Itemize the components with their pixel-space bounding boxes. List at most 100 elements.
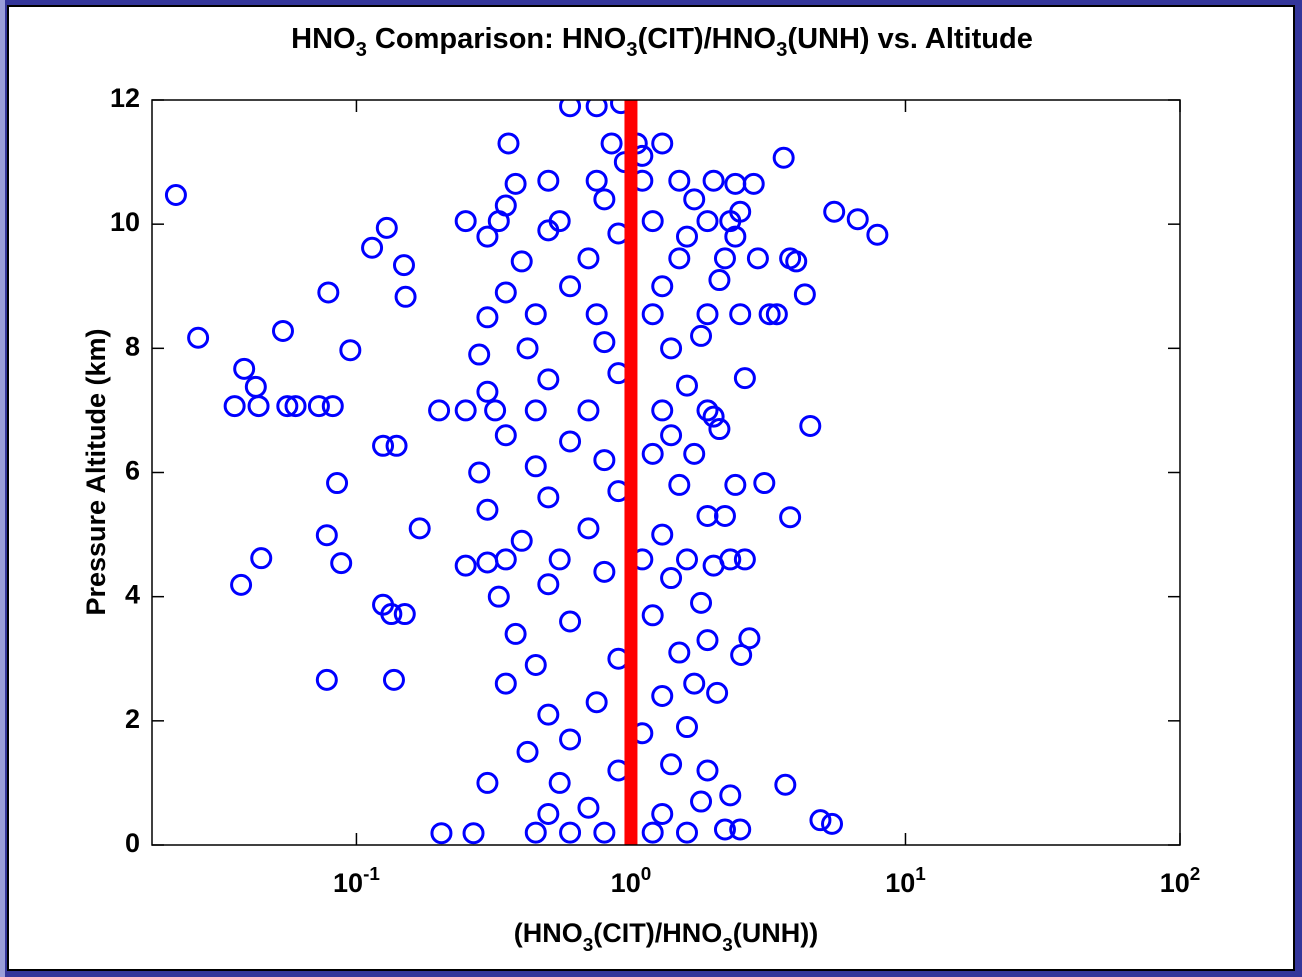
scatter-point bbox=[497, 132, 520, 155]
scatter-point bbox=[577, 796, 600, 819]
scatter-point bbox=[233, 357, 256, 380]
scatter-point bbox=[660, 337, 683, 360]
scatter-point bbox=[600, 132, 623, 155]
y-tick-label: 6 bbox=[125, 456, 140, 486]
y-tick-label: 8 bbox=[125, 331, 140, 361]
scatter-point bbox=[504, 172, 527, 195]
scatter-point bbox=[468, 461, 491, 484]
scatter-point bbox=[537, 169, 560, 192]
scatter-point bbox=[779, 506, 802, 529]
scatter-point bbox=[765, 303, 788, 326]
plot-area bbox=[152, 100, 1180, 845]
scatter-point bbox=[516, 337, 539, 360]
scatter-point bbox=[494, 548, 517, 571]
scatter-point bbox=[559, 275, 582, 298]
scatter-point bbox=[559, 821, 582, 844]
scatter-point bbox=[271, 319, 294, 342]
plot-marks bbox=[164, 100, 889, 845]
scatter-point bbox=[315, 668, 338, 691]
scatter-point bbox=[772, 146, 795, 169]
scatter-point bbox=[733, 367, 756, 390]
y-tick-label: 0 bbox=[125, 828, 140, 858]
scatter-point bbox=[585, 100, 608, 118]
scatter-point bbox=[537, 486, 560, 509]
scatter-point bbox=[668, 247, 691, 270]
scatter-point bbox=[729, 200, 752, 223]
scatter-point bbox=[866, 223, 889, 246]
scatter-point bbox=[660, 753, 683, 776]
scatter-point bbox=[719, 784, 742, 807]
scatter-point bbox=[753, 472, 776, 495]
scatter-point bbox=[380, 603, 403, 626]
scatter-point bbox=[675, 821, 698, 844]
scatter-point bbox=[585, 169, 608, 192]
scatter-point bbox=[430, 822, 453, 845]
x-tick-label: 101 bbox=[885, 864, 926, 899]
scatter-point bbox=[548, 210, 571, 233]
scatter-point bbox=[454, 399, 477, 422]
scatter-point bbox=[651, 523, 674, 546]
scatter-point bbox=[846, 208, 869, 231]
scatter-point bbox=[641, 303, 664, 326]
scatter-point bbox=[690, 324, 713, 347]
scatter-point bbox=[683, 442, 706, 465]
scatter-point bbox=[593, 331, 616, 354]
scatter-point bbox=[641, 821, 664, 844]
scatter-point bbox=[746, 247, 769, 270]
scatter-point bbox=[668, 169, 691, 192]
scatter-point bbox=[462, 822, 485, 845]
scatter-point bbox=[729, 303, 752, 326]
scatter-point bbox=[559, 728, 582, 751]
scatter-point bbox=[683, 672, 706, 695]
scatter-point bbox=[276, 395, 299, 418]
scatter-point bbox=[683, 188, 706, 211]
scatter-point bbox=[408, 517, 431, 540]
scatter-point bbox=[774, 773, 797, 796]
scatter-point bbox=[428, 399, 451, 422]
scatter-point bbox=[593, 821, 616, 844]
scatter-point bbox=[187, 326, 210, 349]
scatter-point bbox=[250, 547, 273, 570]
y-tick-label: 2 bbox=[125, 704, 140, 734]
scatter-point bbox=[223, 395, 246, 418]
scatter-point bbox=[537, 802, 560, 825]
scatter-point bbox=[494, 424, 517, 447]
scatter-point bbox=[394, 285, 417, 308]
scatter-point bbox=[524, 653, 547, 676]
scatter-point bbox=[690, 591, 713, 614]
scatter-point bbox=[339, 339, 362, 362]
scatter-point bbox=[696, 504, 719, 527]
scatter-point bbox=[823, 200, 846, 223]
scatter-point bbox=[713, 247, 736, 270]
scatter-point bbox=[476, 380, 499, 403]
scatter-point bbox=[733, 548, 756, 571]
scatter-point bbox=[317, 281, 340, 304]
scatter-point bbox=[504, 622, 527, 645]
scatter-point bbox=[537, 703, 560, 726]
scatter-point bbox=[524, 303, 547, 326]
scatter-point bbox=[510, 529, 533, 552]
scatter-point bbox=[799, 414, 822, 437]
y-axis-label: Pressure Altitude (km) bbox=[81, 328, 111, 615]
scatter-point bbox=[307, 395, 330, 418]
scatter-point bbox=[641, 604, 664, 627]
scatter-point bbox=[476, 225, 499, 248]
scatter-point bbox=[660, 567, 683, 590]
scatter-point bbox=[713, 504, 736, 527]
scatter-point bbox=[713, 818, 736, 841]
y-tick-label: 12 bbox=[110, 83, 140, 113]
scatter-point bbox=[668, 641, 691, 664]
scatter-point bbox=[164, 183, 187, 206]
scatter-point bbox=[385, 434, 408, 457]
scatter-point bbox=[719, 548, 742, 571]
scatter-point bbox=[651, 802, 674, 825]
scatter-point bbox=[675, 225, 698, 248]
scatter-point bbox=[675, 548, 698, 571]
scatter-point bbox=[593, 560, 616, 583]
scatter-point bbox=[476, 498, 499, 521]
chart-title: HNO3 Comparison: HNO3(CIT)/HNO3(UNH) vs.… bbox=[291, 23, 1033, 62]
scatter-point bbox=[559, 610, 582, 633]
scatter-point bbox=[326, 472, 349, 495]
